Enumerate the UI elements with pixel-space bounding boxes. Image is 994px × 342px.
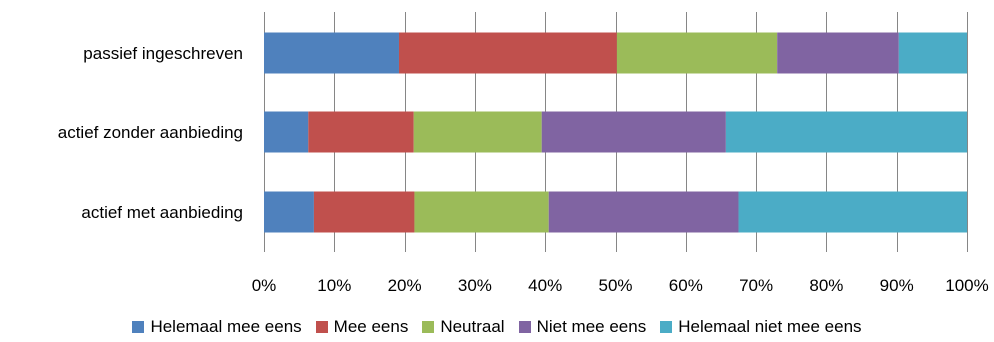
bar-segment (264, 32, 399, 74)
x-tick-label: 20% (388, 276, 422, 295)
bar-segment (541, 111, 726, 153)
legend-item: Helemaal mee eens (132, 317, 302, 337)
legend-swatch (518, 321, 531, 333)
legend-item: Niet mee eens (518, 317, 647, 337)
bar-segment (414, 191, 549, 233)
legend-item: Mee eens (315, 317, 409, 337)
bar-segment (725, 111, 967, 153)
x-tick-label: 60% (669, 276, 703, 295)
bar-segment (548, 191, 739, 233)
legend-swatch (660, 321, 673, 333)
x-tick-label: 100% (945, 276, 988, 295)
x-tick-label: 0% (252, 276, 277, 295)
category-label: passief ingeschreven (83, 44, 243, 63)
category-labels: passief ingeschreven actief zonder aanbie… (58, 44, 243, 222)
bar-segment (898, 32, 967, 74)
legend-label: Niet mee eens (536, 317, 647, 336)
legend-label: Helemaal niet mee eens (678, 317, 862, 336)
x-tick-label: 40% (528, 276, 562, 295)
legend-item: Helemaal niet mee eens (660, 317, 862, 337)
legend-swatch (132, 321, 145, 333)
bar-segment (308, 111, 414, 153)
legend-item: Neutraal (422, 317, 505, 337)
legend-label: Helemaal mee eens (150, 317, 302, 336)
bar-segment (616, 32, 778, 74)
x-tick-label: 50% (598, 276, 632, 295)
bar-segment (738, 191, 967, 233)
legend-swatch (315, 321, 328, 333)
legend: Helemaal mee eens Mee eens Neutraal Niet me… (0, 312, 994, 342)
bars (264, 32, 967, 233)
x-tick-label: 70% (739, 276, 773, 295)
legend-label: Neutraal (440, 317, 505, 336)
x-tick-label: 80% (809, 276, 843, 295)
stacked-bar-chart: passief ingeschreven actief zonder aanbie… (58, 12, 989, 295)
bar-segment (313, 191, 415, 233)
category-label: actief zonder aanbieding (58, 123, 243, 142)
x-tick-labels: 0% 10% 20% 30% 40% 50% 60% 70% 80% 90% 100% (252, 276, 989, 295)
x-tick-label: 30% (458, 276, 492, 295)
legend-label: Mee eens (333, 317, 409, 336)
bar-segment (398, 32, 617, 74)
bar-segment (264, 111, 309, 153)
x-tick-label: 90% (880, 276, 914, 295)
legend-swatch (422, 321, 435, 333)
bar-segment (413, 111, 542, 153)
bar-segment (777, 32, 899, 74)
x-tick-label: 10% (317, 276, 351, 295)
category-label: actief met aanbieding (81, 203, 243, 222)
bar-segment (264, 191, 314, 233)
